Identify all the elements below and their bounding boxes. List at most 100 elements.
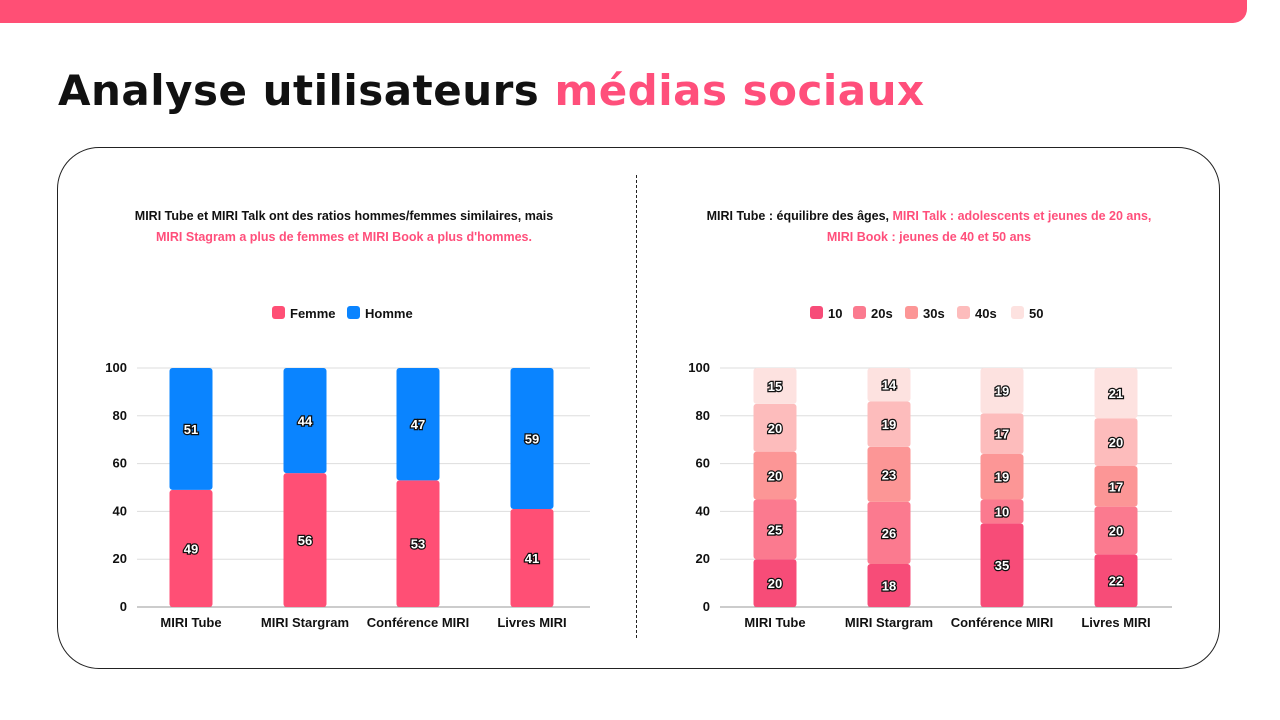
data-label: 20 <box>768 421 782 436</box>
y-tick-label: 60 <box>113 456 127 471</box>
legend-swatch <box>347 306 360 319</box>
data-label: 41 <box>525 551 539 566</box>
bar-segment <box>396 368 440 481</box>
bar-segment <box>980 454 1024 500</box>
data-label: 56 <box>298 533 312 548</box>
bar-segment <box>980 413 1024 455</box>
data-label: 26 <box>882 526 896 541</box>
y-tick-label: 100 <box>105 360 127 375</box>
bar-segment <box>283 473 327 607</box>
data-label: 49 <box>184 541 198 556</box>
title-highlight: médias sociaux <box>554 66 925 115</box>
x-tick-label: Livres MIRI <box>1081 615 1150 630</box>
legend-label: Femme <box>290 306 336 321</box>
data-label: 20 <box>1109 524 1123 539</box>
bar-segment <box>1094 465 1138 507</box>
legend-label: 40s <box>975 306 997 321</box>
bar-segment <box>753 368 797 404</box>
bar-segment <box>867 446 911 502</box>
y-tick-label: 60 <box>696 456 710 471</box>
y-tick-label: 20 <box>113 551 127 566</box>
bar-segment <box>1094 554 1138 607</box>
y-tick-label: 40 <box>696 503 710 518</box>
top-accent-bar <box>0 0 1247 23</box>
bar-segment <box>1094 506 1138 555</box>
data-label: 53 <box>411 537 425 552</box>
data-label: 14 <box>882 378 897 393</box>
subtitle-pink: MIRI Stagram a plus de femmes et MIRI Bo… <box>156 230 532 244</box>
data-label: 18 <box>882 578 896 593</box>
legend-label: 10 <box>828 306 842 321</box>
x-tick-label: MIRI Tube <box>744 615 805 630</box>
bar-segment <box>1094 368 1138 419</box>
bar-segment <box>283 368 327 474</box>
subtitle-pink: MIRI Talk : adolescents et jeunes de 20 … <box>892 209 1152 223</box>
x-tick-label: Conférence MIRI <box>367 615 470 630</box>
data-label: 22 <box>1109 574 1123 589</box>
bar-segment <box>980 499 1024 524</box>
data-label: 44 <box>298 414 313 429</box>
y-tick-label: 80 <box>113 408 127 423</box>
legend-swatch <box>905 306 918 319</box>
y-tick-label: 100 <box>688 360 710 375</box>
subtitle-black: MIRI Tube et MIRI Talk ont des ratios ho… <box>134 209 554 223</box>
data-label: 23 <box>882 467 896 482</box>
legend-swatch <box>853 306 866 319</box>
legend-label: Homme <box>365 306 413 321</box>
bar-segment <box>753 559 797 607</box>
data-label: 20 <box>1109 435 1123 450</box>
x-tick-label: Livres MIRI <box>497 615 566 630</box>
subtitle-black: MIRI Tube : équilibre des âges, <box>706 209 893 223</box>
legend-label: 20s <box>871 306 893 321</box>
legend-swatch <box>957 306 970 319</box>
y-tick-label: 20 <box>696 551 710 566</box>
data-label: 47 <box>411 417 425 432</box>
bar-segment <box>1094 418 1138 466</box>
subtitle-pink-2: MIRI Book : jeunes de 40 et 50 ans <box>826 230 1032 244</box>
data-label: 51 <box>184 422 198 437</box>
legend-swatch <box>810 306 823 319</box>
divider <box>636 175 637 638</box>
data-label: 19 <box>995 384 1009 399</box>
bar-segment <box>867 501 911 564</box>
bar-segment <box>753 451 797 500</box>
legend-label: 50 <box>1029 306 1043 321</box>
x-tick-label: MIRI Stargram <box>261 615 349 630</box>
bar-segment <box>510 509 554 607</box>
data-label: 17 <box>1109 479 1123 494</box>
bar-segment <box>396 480 440 607</box>
data-label: 10 <box>995 504 1009 519</box>
legend-label: 30s <box>923 306 945 321</box>
data-label: 19 <box>995 470 1009 485</box>
data-label: 25 <box>768 522 782 537</box>
legend-swatch <box>1011 306 1024 319</box>
title-main: Analyse utilisateurs <box>58 66 555 115</box>
bar-segment <box>980 523 1024 607</box>
legend-swatch <box>272 306 285 319</box>
data-label: 20 <box>768 576 782 591</box>
charts-card <box>57 147 1220 669</box>
y-tick-label: 0 <box>703 599 710 614</box>
bar-segment <box>169 368 213 490</box>
bar-segment <box>867 368 911 402</box>
y-tick-label: 0 <box>120 599 127 614</box>
data-label: 21 <box>1109 386 1123 401</box>
x-tick-label: MIRI Tube <box>160 615 221 630</box>
page-title: Analyse utilisateurs médias sociaux <box>58 66 925 115</box>
y-tick-label: 40 <box>113 503 127 518</box>
data-label: 59 <box>525 432 539 447</box>
bar-segment <box>169 489 213 607</box>
data-label: 20 <box>768 469 782 484</box>
bar-segment <box>753 403 797 452</box>
data-label: 15 <box>768 379 782 394</box>
y-tick-label: 80 <box>696 408 710 423</box>
bar-segment <box>980 368 1024 414</box>
x-tick-label: MIRI Stargram <box>845 615 933 630</box>
data-label: 19 <box>882 417 896 432</box>
bar-segment <box>510 368 554 510</box>
right-chart-subtitle: MIRI Tube : équilibre des âges, MIRI Tal… <box>649 206 1209 248</box>
bar-segment <box>753 499 797 560</box>
data-label: 35 <box>995 558 1009 573</box>
data-label: 17 <box>995 427 1009 442</box>
